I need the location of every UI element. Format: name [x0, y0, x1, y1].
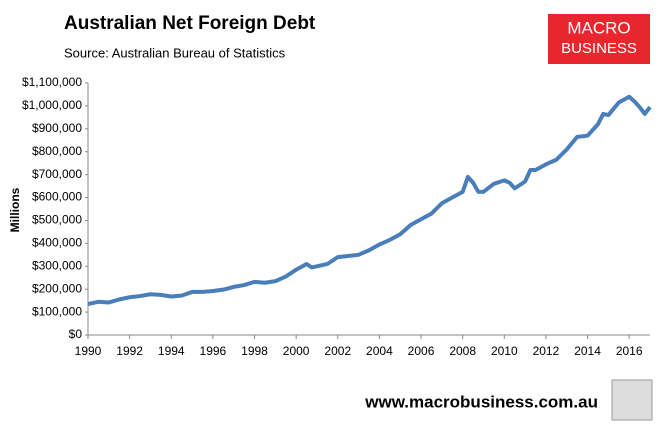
- logo-text: BUSINESS: [561, 40, 637, 57]
- x-tick-label: 2010: [491, 344, 518, 358]
- y-tick-label: $700,000: [32, 167, 82, 181]
- y-tick-label: $1,000,000: [22, 98, 82, 112]
- y-tick-label: $500,000: [32, 213, 82, 227]
- x-tick-label: 1998: [241, 344, 268, 358]
- y-tick-label: $800,000: [32, 144, 82, 158]
- x-tick-label: 1990: [75, 344, 102, 358]
- y-tick-label: $100,000: [32, 304, 82, 318]
- y-tick-label: $200,000: [32, 281, 82, 295]
- y-tick-label: $0: [69, 327, 83, 341]
- footer-url: www.macrobusiness.com.au: [364, 392, 598, 411]
- x-tick-label: 1994: [158, 344, 185, 358]
- y-tick-label: $900,000: [32, 121, 82, 135]
- y-tick-label: $400,000: [32, 236, 82, 250]
- x-tick-label: 2004: [366, 344, 393, 358]
- x-tick-label: 2012: [533, 344, 560, 358]
- logo-box: [548, 14, 650, 64]
- x-tick-label: 2016: [616, 344, 643, 358]
- x-tick-label: 2014: [574, 344, 601, 358]
- x-tick-label: 2006: [408, 344, 435, 358]
- x-tick-label: 1996: [200, 344, 227, 358]
- source: Source: Australian Bureau of Statistics: [64, 45, 286, 60]
- data-line: [87, 94, 652, 307]
- x-tick-label: 1992: [116, 344, 143, 358]
- wolf-icon: [611, 379, 653, 421]
- x-tick-label: 2008: [449, 344, 476, 358]
- x-tick-label: 2000: [283, 344, 310, 358]
- x-tick-label: 2002: [324, 344, 351, 358]
- y-axis-label: Millions: [8, 187, 22, 232]
- y-tick-label: $600,000: [32, 190, 82, 204]
- y-tick-label: $300,000: [32, 258, 82, 272]
- logo-text: MACRO: [567, 18, 630, 37]
- y-tick-label: $1,100,000: [22, 75, 82, 89]
- chart-title: Australian Net Foreign Debt: [64, 13, 316, 34]
